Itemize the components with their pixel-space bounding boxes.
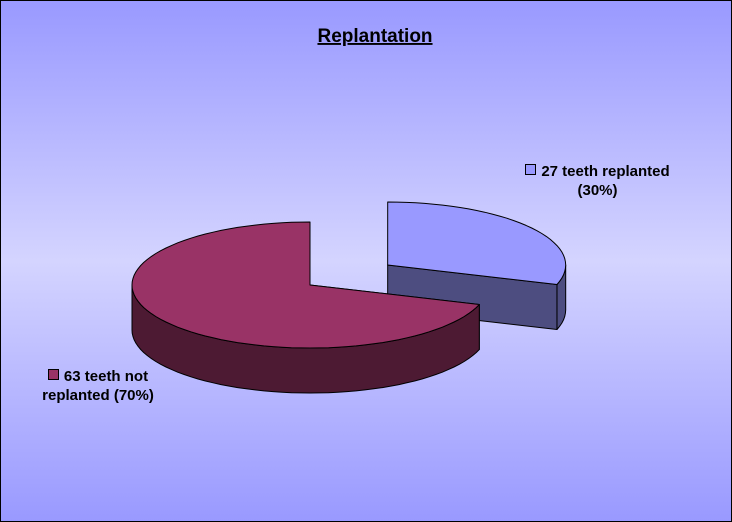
chart-title: Replantation	[317, 26, 432, 47]
legend-swatch	[47, 369, 59, 380]
slice	[387, 201, 567, 285]
data-label: 63 teeth not replanted (70%)	[18, 367, 178, 405]
label-text: 63 teeth not replanted (70%)	[42, 368, 154, 404]
data-label: 27 teeth replanted (30%)	[525, 162, 670, 200]
label-text: 27 teeth replanted (30%)	[541, 163, 670, 199]
legend-swatch	[525, 164, 537, 175]
slice	[131, 221, 480, 349]
